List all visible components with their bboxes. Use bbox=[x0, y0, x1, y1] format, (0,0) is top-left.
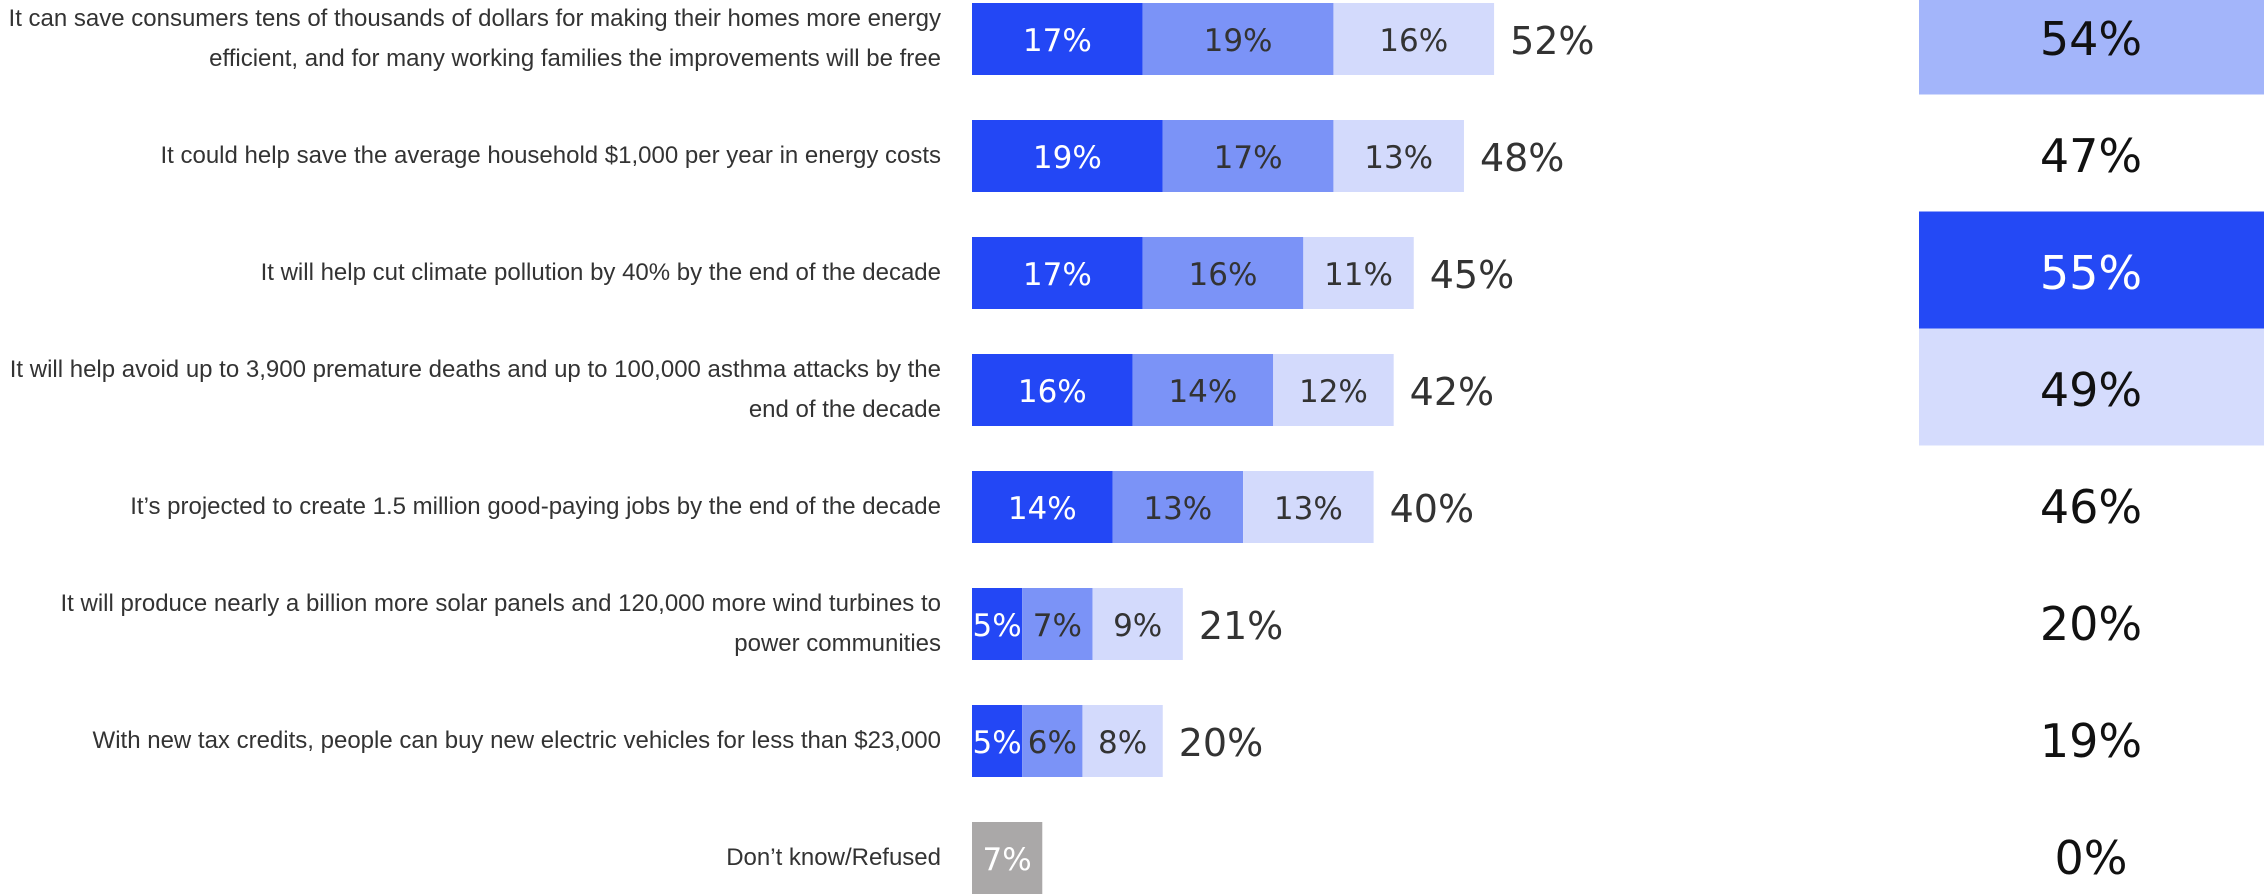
comparison-label: 49% bbox=[2040, 363, 2142, 417]
bar-segment bbox=[972, 120, 1163, 192]
category-label: It’s projected to create 1.5 million goo… bbox=[130, 493, 941, 520]
bar-label: 13% bbox=[1143, 491, 1212, 527]
total-label: 20% bbox=[1179, 721, 1263, 765]
category-label: With new tax credits, people can buy new… bbox=[92, 727, 941, 754]
bar-label: 6% bbox=[1028, 725, 1077, 761]
total-label: 45% bbox=[1430, 253, 1514, 297]
bar-segment bbox=[1022, 588, 1093, 660]
total-label: 48% bbox=[1480, 136, 1564, 180]
comparison-cell bbox=[1919, 0, 2264, 95]
bar-label: 17% bbox=[1023, 23, 1092, 59]
category-label: It will produce nearly a billion more so… bbox=[60, 590, 942, 657]
bar-label: 16% bbox=[1189, 257, 1258, 293]
comparison-label: 19% bbox=[2040, 714, 2142, 768]
comparison-label: 20% bbox=[2040, 597, 2142, 651]
comparison-cell bbox=[1919, 328, 2264, 446]
comparison-label: 54% bbox=[2040, 12, 2142, 66]
bar-segment bbox=[1092, 588, 1183, 660]
category-label: Don’t know/Refused bbox=[726, 844, 941, 871]
total-label: 21% bbox=[1199, 604, 1283, 648]
bar-label: 5% bbox=[973, 725, 1022, 761]
bar-segment bbox=[1132, 354, 1274, 426]
comparison-label: 55% bbox=[2040, 246, 2142, 300]
total-label: 42% bbox=[1410, 370, 1494, 414]
bar-segment bbox=[1162, 120, 1334, 192]
comparison-cell bbox=[1919, 211, 2264, 329]
bar-segment bbox=[1243, 471, 1374, 543]
bar-segment bbox=[972, 588, 1023, 660]
bar-segment bbox=[1303, 237, 1414, 309]
bar-segment bbox=[972, 822, 1043, 894]
category-label: It could help save the average household… bbox=[160, 142, 941, 169]
category-label: It will help cut climate pollution by 40… bbox=[260, 259, 941, 286]
bar-segment bbox=[1142, 3, 1334, 75]
bar-label: 14% bbox=[1008, 491, 1077, 527]
bar-label: 19% bbox=[1204, 23, 1273, 59]
bar-label: 19% bbox=[1033, 140, 1102, 176]
bar-segment bbox=[1082, 705, 1163, 777]
bar-segment bbox=[1142, 237, 1304, 309]
total-label: 52% bbox=[1510, 19, 1594, 63]
bar-segment bbox=[972, 705, 1023, 777]
bar-segment bbox=[1273, 354, 1394, 426]
bar-label: 12% bbox=[1299, 374, 1368, 410]
bar-segment bbox=[972, 354, 1133, 426]
bar-segment bbox=[1333, 3, 1495, 75]
bar-label: 17% bbox=[1023, 257, 1092, 293]
bar-segment bbox=[972, 3, 1143, 75]
comparison-label: 46% bbox=[2040, 480, 2142, 534]
bar-segment bbox=[1022, 705, 1083, 777]
bar-label: 13% bbox=[1364, 140, 1433, 176]
total-label: 40% bbox=[1390, 487, 1474, 531]
bar-segment bbox=[972, 471, 1113, 543]
bar-segment bbox=[1333, 120, 1464, 192]
bar-label: 16% bbox=[1018, 374, 1087, 410]
bar-segment bbox=[1112, 471, 1244, 543]
bar-label: 11% bbox=[1324, 257, 1393, 293]
category-label: It can save consumers tens of thousands … bbox=[8, 5, 941, 72]
bar-label: 7% bbox=[983, 842, 1032, 878]
comparison-label: 0% bbox=[2055, 831, 2128, 885]
comparison-label: 47% bbox=[2040, 129, 2142, 183]
bar-segment bbox=[972, 237, 1143, 309]
bar-label: 5% bbox=[973, 608, 1022, 644]
category-label: It will help avoid up to 3,900 premature… bbox=[9, 356, 941, 423]
bar-label: 9% bbox=[1113, 608, 1162, 644]
bar-label: 7% bbox=[1033, 608, 1082, 644]
bar-label: 17% bbox=[1214, 140, 1283, 176]
bar-label: 14% bbox=[1168, 374, 1237, 410]
bar-label: 16% bbox=[1379, 23, 1448, 59]
bar-label: 13% bbox=[1274, 491, 1343, 527]
bar-label: 8% bbox=[1098, 725, 1147, 761]
